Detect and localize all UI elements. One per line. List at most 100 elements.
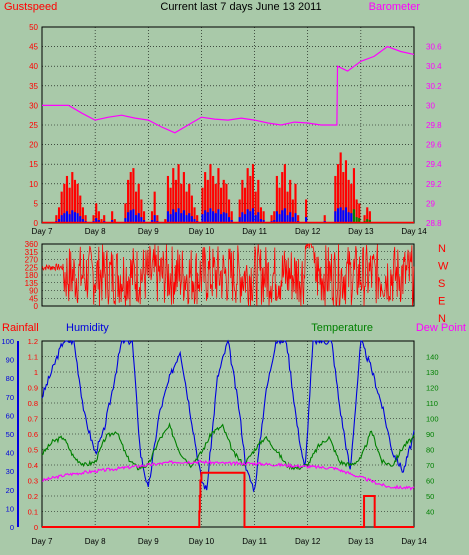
gust-bar bbox=[259, 207, 263, 223]
gust-bar bbox=[241, 179, 244, 223]
gust-bar bbox=[180, 183, 183, 223]
avg-wind-bar bbox=[294, 213, 297, 223]
gust-bar bbox=[63, 183, 66, 223]
avg-wind-bar bbox=[65, 211, 69, 223]
avg-wind-bar bbox=[281, 210, 284, 223]
avg-wind-bar bbox=[68, 214, 71, 223]
gust-bar bbox=[76, 183, 79, 223]
avg-wind-bar bbox=[286, 215, 289, 223]
temperature-tick-label: 60 bbox=[426, 477, 434, 486]
avg-wind-bar bbox=[137, 213, 140, 223]
gust-bar bbox=[182, 172, 185, 223]
gust-bar bbox=[71, 172, 74, 223]
avg-wind-bar bbox=[289, 212, 292, 223]
gust-bar bbox=[286, 191, 289, 223]
gust-bar bbox=[281, 172, 284, 223]
wind-direction-line bbox=[41, 243, 415, 307]
temperature-tick-label: 80 bbox=[426, 446, 434, 455]
gust-tick-label: 40 bbox=[29, 62, 38, 71]
avg-wind-bar bbox=[251, 208, 255, 223]
avg-wind-bar bbox=[129, 210, 132, 223]
avg-wind-bar bbox=[150, 220, 154, 223]
gust-tick-label: 10 bbox=[29, 180, 38, 189]
baro-tick-label: 30.2 bbox=[426, 82, 442, 91]
gust-tick-label: 5 bbox=[34, 199, 39, 208]
avg-wind-bar bbox=[71, 210, 74, 223]
gust-bar bbox=[212, 175, 215, 223]
gust-bar bbox=[97, 211, 100, 223]
rain-axis-label: Rainfall bbox=[2, 322, 39, 334]
temperature-tick-label: 90 bbox=[426, 430, 434, 439]
gust-bar bbox=[188, 183, 191, 223]
avg-wind-bar bbox=[153, 215, 156, 223]
gust-bar bbox=[177, 164, 180, 223]
humidity-tick-label: 100 bbox=[1, 337, 14, 346]
avg-wind-bar bbox=[172, 209, 175, 223]
direction-tick-label: 315 bbox=[25, 248, 39, 257]
avg-wind-bar bbox=[254, 215, 257, 223]
avg-wind-bar bbox=[243, 214, 247, 223]
avg-wind-bar bbox=[127, 212, 130, 223]
day-label-bottom: Day 7 bbox=[32, 537, 53, 546]
gust-bar bbox=[185, 191, 188, 223]
gust-bar bbox=[246, 168, 249, 223]
gust-axis-label: Gustspeed bbox=[4, 1, 57, 13]
avg-wind-bar bbox=[257, 212, 260, 223]
rain-tick-label: 0.1 bbox=[28, 508, 38, 517]
gust-bar bbox=[60, 191, 63, 223]
gust-bar bbox=[142, 211, 146, 223]
compass-letter: S bbox=[438, 278, 445, 290]
gust-bar bbox=[174, 179, 177, 223]
gust-bar bbox=[352, 168, 356, 223]
avg-wind-bar bbox=[140, 217, 143, 223]
direction-tick-label: 45 bbox=[29, 294, 38, 303]
gust-bar bbox=[65, 175, 69, 223]
avg-wind-bar bbox=[275, 211, 278, 223]
avg-wind-bar bbox=[124, 218, 127, 223]
avg-wind-bar bbox=[111, 220, 114, 223]
temperature-tick-label: 130 bbox=[426, 368, 439, 377]
avg-wind-bar bbox=[225, 213, 228, 223]
avg-wind-bar bbox=[249, 211, 252, 223]
baro-tick-label: 30.6 bbox=[426, 43, 442, 52]
gust-bar bbox=[347, 179, 350, 223]
day-label-top: Day 13 bbox=[348, 227, 374, 236]
gust-bar bbox=[358, 203, 361, 223]
avg-wind-bar bbox=[132, 209, 135, 223]
dewpoint-line bbox=[41, 459, 415, 491]
avg-wind-bar bbox=[188, 213, 191, 223]
avg-wind-bar bbox=[334, 211, 337, 223]
avg-wind-bar bbox=[63, 213, 66, 223]
avg-wind-bar bbox=[358, 218, 361, 223]
gust-tick-label: 45 bbox=[29, 43, 38, 52]
gust-bar bbox=[209, 164, 212, 223]
humidity-tick-label: 10 bbox=[6, 504, 14, 513]
avg-wind-bar bbox=[217, 209, 220, 223]
gust-bar bbox=[366, 207, 369, 223]
gust-bar bbox=[336, 164, 340, 223]
avg-wind-bar bbox=[212, 211, 215, 223]
avg-wind-bar bbox=[273, 220, 276, 223]
gust-bar bbox=[323, 215, 326, 223]
gust-bar bbox=[363, 215, 366, 223]
temperature-tick-label: 110 bbox=[426, 399, 438, 408]
gust-bar bbox=[190, 195, 193, 223]
gust-tick-label: 35 bbox=[29, 82, 38, 91]
day-label-top: Day 8 bbox=[85, 227, 106, 236]
avg-wind-bar bbox=[169, 214, 172, 223]
gust-bar bbox=[339, 152, 342, 223]
compass-letter: N bbox=[438, 313, 446, 325]
gust-bar bbox=[273, 211, 276, 223]
chart-title: Current last 7 days June 13 2011 bbox=[160, 1, 321, 13]
gust-tick-label: 25 bbox=[29, 121, 38, 130]
temperature-tick-label: 40 bbox=[426, 508, 434, 517]
avg-wind-bar bbox=[190, 216, 193, 223]
avg-wind-bar bbox=[177, 208, 180, 223]
gust-bar bbox=[73, 179, 77, 223]
day-label-top: Day 11 bbox=[242, 227, 267, 236]
gust-bar bbox=[129, 172, 132, 223]
temperature-tick-label: 50 bbox=[426, 492, 434, 501]
gust-bar bbox=[342, 172, 345, 223]
baro-tick-label: 30 bbox=[426, 101, 435, 110]
dewpoint-axis-label: Dew Point bbox=[416, 322, 466, 334]
